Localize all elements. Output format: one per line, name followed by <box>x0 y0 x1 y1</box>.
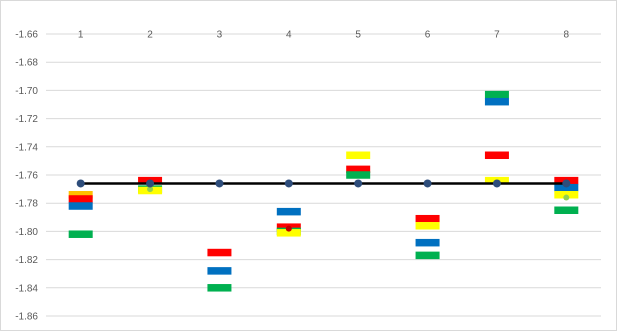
y-tick-label: -1.70 <box>15 86 38 97</box>
y-tick-label: -1.78 <box>15 199 38 210</box>
bar-mark-8-4 <box>554 206 579 214</box>
marker-point-8 <box>562 179 571 188</box>
x-tick-label: 3 <box>217 30 223 41</box>
y-tick-label: -1.74 <box>15 142 38 153</box>
y-tick-label: -1.76 <box>15 171 38 182</box>
extra-point-1 <box>147 186 154 193</box>
marker-point-2 <box>146 179 155 188</box>
bar-mark-3-2 <box>207 267 232 275</box>
bar-mark-6-2 <box>415 222 440 230</box>
point-marks <box>76 179 571 232</box>
marker-point-5 <box>354 179 363 188</box>
y-tick-label: -1.68 <box>15 58 38 69</box>
x-tick-label: 8 <box>564 30 570 41</box>
bar-mark-1-4 <box>68 230 93 238</box>
marker-point-3 <box>215 179 224 188</box>
bar-mark-1-2 <box>68 195 93 203</box>
bar-mark-6-3 <box>415 238 440 247</box>
x-tick-label: 2 <box>147 30 153 41</box>
bar-mark-5-2 <box>346 165 371 174</box>
extra-point-4 <box>563 194 570 201</box>
bar-mark-1-3 <box>68 202 93 210</box>
y-axis-ticks: -1.66 -1.68 -1.70 -1.72 -1.74 -1.76 -1.78 -1.80… <box>15 30 38 323</box>
marker-point-1 <box>76 179 85 188</box>
bar-mark-5-1 <box>346 151 371 160</box>
bar-mark-3-3 <box>207 284 232 292</box>
y-tick-label: -1.66 <box>15 30 38 41</box>
y-tick-label: -1.86 <box>15 312 38 323</box>
extra-point-2 <box>285 225 292 232</box>
bar-mark-7-1 <box>484 90 509 99</box>
marker-point-4 <box>284 179 293 188</box>
x-tick-label: 6 <box>425 30 431 41</box>
x-tick-label: 1 <box>78 30 84 41</box>
bar-mark-4-4 <box>276 229 301 237</box>
bar-mark-1-1 <box>68 190 93 199</box>
marker-point-7 <box>492 179 501 188</box>
y-tick-label: -1.82 <box>15 255 38 266</box>
x-tick-label: 4 <box>286 30 292 41</box>
bar-mark-6-4 <box>415 251 440 260</box>
bar-mark-7-3 <box>484 151 509 160</box>
y-tick-label: -1.72 <box>15 114 38 125</box>
bar-mark-5-3 <box>346 171 371 179</box>
bar-mark-4-1 <box>276 207 301 216</box>
bar-mark-8-2 <box>554 183 579 192</box>
bar-mark-3-1 <box>207 248 232 257</box>
bar-marks <box>68 90 579 292</box>
y-tick-label: -1.80 <box>15 227 38 238</box>
bar-mark-6-1 <box>415 214 440 223</box>
x-tick-label: 7 <box>494 30 500 41</box>
x-tick-label: 5 <box>355 30 361 41</box>
gridlines <box>46 33 601 317</box>
bar-mark-7-2 <box>484 97 509 106</box>
y-tick-label: -1.84 <box>15 283 38 294</box>
x-axis-ticks: 1 2 3 4 5 6 7 8 <box>78 30 570 41</box>
marker-point-6 <box>423 179 432 188</box>
